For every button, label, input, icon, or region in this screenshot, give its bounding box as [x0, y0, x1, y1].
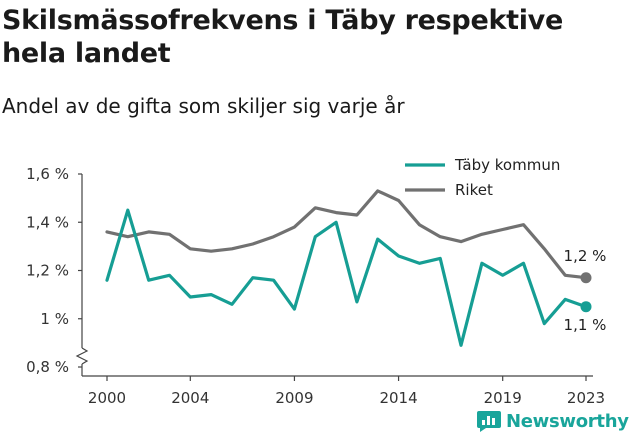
series-end-point-riket — [580, 272, 592, 284]
chart-subtitle: Andel av de gifta som skiljer sig varje … — [2, 94, 405, 118]
newsworthy-logo-text: Newsworthy — [506, 410, 629, 432]
y-tick-label: 1 % — [40, 310, 69, 328]
end-labels: 1,1 % 1,2 % — [564, 247, 607, 334]
series-end-point-taby-kommun — [580, 301, 592, 313]
legend-label: Täby kommun — [454, 156, 560, 174]
end-label-taby-kommun: 1,1 % — [564, 316, 607, 334]
y-axis: 0,8 % 1 % 1,2 % 1,4 % 1,6 % — [26, 165, 89, 376]
legend: Täby kommun Riket — [405, 156, 560, 199]
chart-title: Skilsmässofrekvens i Täby respektive hel… — [2, 5, 563, 69]
newsworthy-logo: Newsworthy — [476, 409, 629, 433]
y-tick-label: 1,4 % — [26, 213, 69, 231]
y-tick-label: 1,2 % — [26, 262, 69, 280]
y-tick-label: 1,6 % — [26, 165, 69, 183]
x-tick-label: 2019 — [484, 389, 522, 407]
series-lines — [105, 189, 592, 347]
series-line-taby-kommun — [105, 208, 588, 347]
end-label-riket: 1,2 % — [564, 247, 607, 265]
x-tick-label: 2004 — [171, 389, 209, 407]
series-line-riket — [105, 189, 588, 280]
x-tick-label: 2000 — [88, 389, 126, 407]
x-axis: 2000 2004 2009 2014 2019 2023 — [82, 375, 605, 407]
y-tick-label: 0,8 % — [26, 358, 69, 376]
newsworthy-logo-icon — [477, 411, 501, 432]
y-axis-break — [75, 347, 89, 365]
x-tick-label: 2009 — [275, 389, 313, 407]
legend-label: Riket — [455, 181, 493, 199]
x-tick-label: 2023 — [567, 389, 605, 407]
x-tick-label: 2014 — [379, 389, 417, 407]
